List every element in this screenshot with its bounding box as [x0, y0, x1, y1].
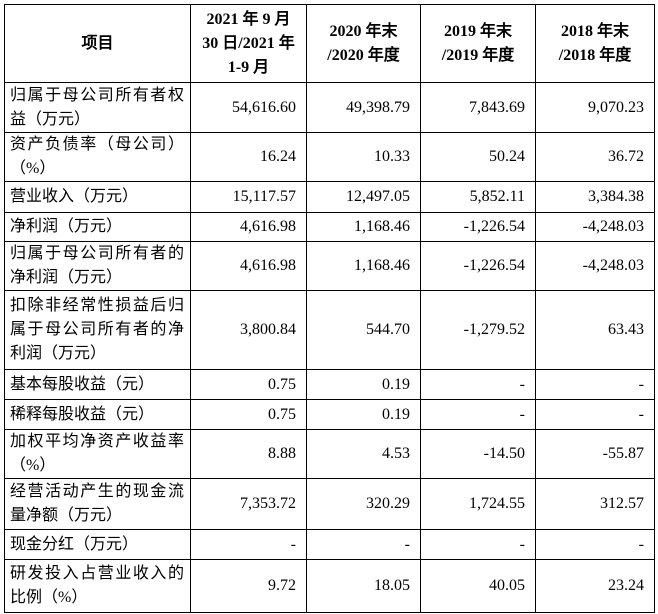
value-cell: 63.43	[535, 290, 655, 370]
value-cell: 12,497.05	[306, 181, 421, 213]
value-cell: -1,226.54	[420, 212, 536, 242]
value-cell: 4,616.98	[190, 212, 307, 242]
table-row: 净利润（万元） 4,616.98 1,168.46 -1,226.54 -4,248.0…	[4, 212, 655, 242]
row-label: 净利润（万元）	[4, 212, 191, 242]
value-cell: -	[306, 529, 421, 560]
value-cell: 1,168.46	[306, 241, 421, 291]
value-cell: -4,248.03	[535, 212, 655, 242]
value-cell: 312.57	[535, 478, 655, 530]
value-cell: 18.05	[306, 559, 421, 613]
value-cell: 23.24	[535, 559, 655, 613]
value-cell: 15,117.57	[190, 181, 307, 213]
table-row: 基本每股收益（元） 0.75 0.19- -	[4, 369, 655, 400]
header-cell: 项目	[4, 4, 191, 83]
value-cell: 0.75	[190, 369, 307, 400]
value-cell: 8.88	[190, 429, 307, 479]
row-label: 归属于母公司所有者权益（万元）	[4, 82, 191, 133]
value-cell: -	[420, 369, 536, 400]
value-cell: 0.19	[306, 399, 421, 430]
value-cell: -4,248.03	[535, 241, 655, 291]
value-cell: -55.87	[535, 429, 655, 479]
table-row: 现金分红（万元） - - - -	[4, 529, 655, 560]
value-cell: 4.53	[306, 429, 421, 479]
value-cell: -	[420, 529, 536, 560]
value-cell: -	[190, 529, 307, 560]
header-cell: 2020 年末 /2020 年度	[306, 4, 421, 83]
value-cell: 0.75	[190, 399, 307, 430]
value-cell: 16.24	[190, 132, 307, 182]
value-cell: 4,616.98	[190, 241, 307, 291]
value-cell: 544.70	[306, 290, 421, 370]
row-label: 研发投入占营业收入的比例（%）	[4, 559, 191, 613]
value-cell: -	[420, 399, 536, 430]
value-cell: -14.50	[420, 429, 536, 479]
value-cell: -	[535, 529, 655, 560]
row-label: 扣除非经常性损益后归属于母公司所有者的净利润（万元）	[4, 290, 191, 370]
table-row: 扣除非经常性损益后归属于母公司所有者的净利润（万元） 3,800.84 544.70…	[4, 290, 655, 370]
financial-table: 项目 2021 年 9 月 30 日/2021 年 1-9 月 2020 年末 /2…	[4, 4, 655, 613]
row-label: 归属于母公司所有者的净利润（万元）	[4, 241, 191, 291]
table-row: 加权平均净资产收益率（%） 8.88 4.53 -14.50 -55.87	[4, 429, 655, 479]
value-cell: 5,852.11	[420, 181, 536, 213]
value-cell: 36.72	[535, 132, 655, 182]
table-row: 经营活动产生的现金流量净额（万元） 7,353.72 320.29 1,724.55 3…	[4, 478, 655, 530]
header-row: 项目 2021 年 9 月 30 日/2021 年 1-9 月 2020 年末 /2…	[4, 4, 655, 83]
value-cell: -	[535, 369, 655, 400]
value-cell: 49,398.79	[306, 82, 421, 133]
value-cell: 3,800.84	[190, 290, 307, 370]
table-row: 稀释每股收益（元） 0.75 0.19- -	[4, 399, 655, 430]
value-cell: 0.19	[306, 369, 421, 400]
value-cell: -	[535, 399, 655, 430]
value-cell: 1,724.55	[420, 478, 536, 530]
value-cell: 50.24	[420, 132, 536, 182]
row-label: 稀释每股收益（元）	[4, 399, 191, 430]
row-label: 营业收入（万元）	[4, 181, 191, 213]
table-row: 营业收入（万元） 15,117.57 12,497.05 5,852.11 3,384.…	[4, 181, 655, 213]
header-cell: 2018 年末 /2018 年度	[535, 4, 655, 83]
table-row: 归属于母公司所有者权益（万元） 54,616.60 49,398.79 7,843.6…	[4, 82, 655, 133]
value-cell: 10.33	[306, 132, 421, 182]
table-body: 归属于母公司所有者权益（万元） 54,616.60 49,398.79 7,843.6…	[4, 82, 655, 613]
value-cell: 1,168.46	[306, 212, 421, 242]
value-cell: 9,070.23	[535, 82, 655, 133]
value-cell: 9.72	[190, 559, 307, 613]
row-label: 资产负债率（母公司）（%）	[4, 132, 191, 182]
value-cell: 54,616.60	[190, 82, 307, 133]
table-row: 研发投入占营业收入的比例（%） 9.72 18.05 40.05 23.24	[4, 559, 655, 613]
value-cell: 7,843.69	[420, 82, 536, 133]
value-cell: -1,279.52	[420, 290, 536, 370]
value-cell: 320.29	[306, 478, 421, 530]
header-cell: 2021 年 9 月 30 日/2021 年 1-9 月	[190, 4, 307, 83]
table-row: 资产负债率（母公司）（%） 16.24 10.33 50.24 36.72	[4, 132, 655, 182]
row-label: 现金分红（万元）	[4, 529, 191, 560]
value-cell: 7,353.72	[190, 478, 307, 530]
value-cell: 40.05	[420, 559, 536, 613]
row-label: 基本每股收益（元）	[4, 369, 191, 400]
value-cell: 3,384.38	[535, 181, 655, 213]
value-cell: -1,226.54	[420, 241, 536, 291]
row-label: 加权平均净资产收益率（%）	[4, 429, 191, 479]
row-label: 经营活动产生的现金流量净额（万元）	[4, 478, 191, 530]
table-row: 归属于母公司所有者的净利润（万元） 4,616.98 1,168.46 -1,226.…	[4, 241, 655, 291]
header-cell: 2019 年末 /2019 年度	[420, 4, 536, 83]
